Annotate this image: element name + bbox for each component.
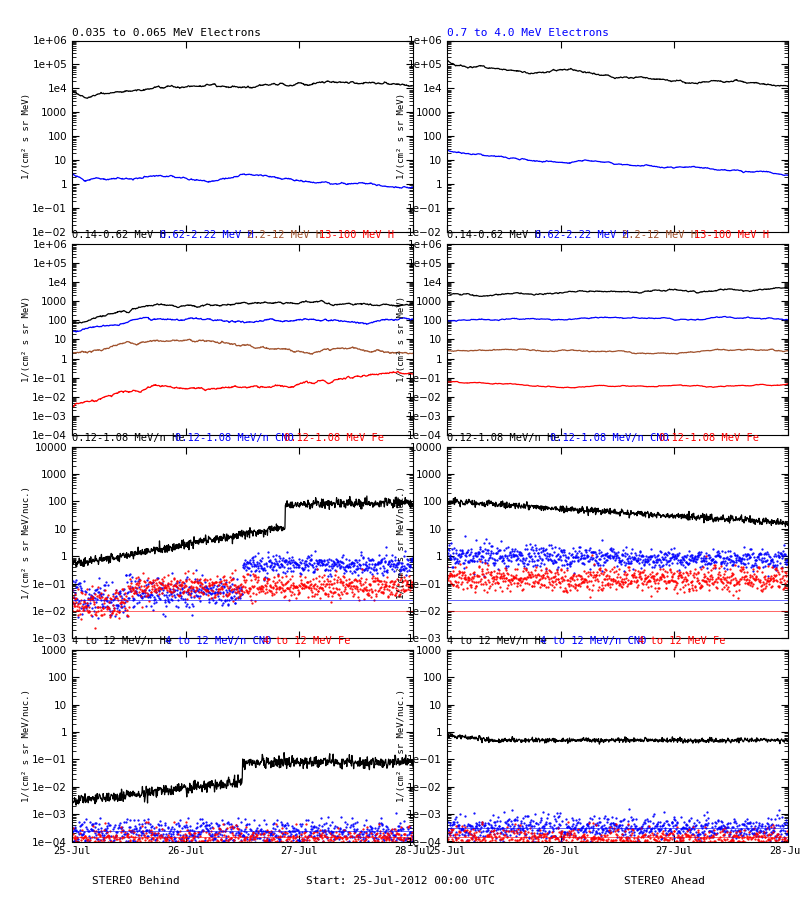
Text: STEREO Ahead: STEREO Ahead bbox=[623, 876, 705, 886]
Text: 0.14-0.62 MeV H: 0.14-0.62 MeV H bbox=[72, 230, 178, 240]
Y-axis label: 1/(cm² s sr MeV/nuc.): 1/(cm² s sr MeV/nuc.) bbox=[22, 689, 31, 802]
Text: 4 to 12 MeV/n CNO: 4 to 12 MeV/n CNO bbox=[165, 636, 283, 646]
Y-axis label: 1/(cm² s sr MeV): 1/(cm² s sr MeV) bbox=[22, 94, 31, 179]
Text: Start: 25-Jul-2012 00:00 UTC: Start: 25-Jul-2012 00:00 UTC bbox=[306, 876, 494, 886]
Y-axis label: 1/(cm² s sr MeV): 1/(cm² s sr MeV) bbox=[397, 94, 406, 179]
Text: 0.7 to 4.0 MeV Electrons: 0.7 to 4.0 MeV Electrons bbox=[447, 28, 609, 39]
Text: 4 to 12 MeV/n He: 4 to 12 MeV/n He bbox=[72, 636, 185, 646]
Text: 4 to 12 MeV Fe: 4 to 12 MeV Fe bbox=[638, 636, 738, 646]
Y-axis label: 1/(cm² s sr MeV): 1/(cm² s sr MeV) bbox=[397, 296, 406, 382]
Text: 2.2-12 MeV H: 2.2-12 MeV H bbox=[622, 230, 710, 240]
Text: 0.12-1.08 MeV/n He: 0.12-1.08 MeV/n He bbox=[447, 433, 572, 443]
Text: 2.2-12 MeV H: 2.2-12 MeV H bbox=[247, 230, 334, 240]
Text: 13-100 MeV H: 13-100 MeV H bbox=[319, 230, 406, 240]
Text: 0.62-2.22 MeV H: 0.62-2.22 MeV H bbox=[534, 230, 641, 240]
Text: 0.12-1.08 MeV/n CNO: 0.12-1.08 MeV/n CNO bbox=[550, 433, 682, 443]
Text: 4 to 12 MeV/n CNO: 4 to 12 MeV/n CNO bbox=[540, 636, 658, 646]
Text: STEREO Behind: STEREO Behind bbox=[92, 876, 180, 886]
Y-axis label: 1/(cm² s sr MeV/nuc.): 1/(cm² s sr MeV/nuc.) bbox=[397, 689, 406, 802]
Text: 0.12-1.08 MeV/n He: 0.12-1.08 MeV/n He bbox=[72, 433, 197, 443]
Text: 0.14-0.62 MeV H: 0.14-0.62 MeV H bbox=[447, 230, 554, 240]
Y-axis label: 1/(cm² s sr MeV): 1/(cm² s sr MeV) bbox=[22, 296, 31, 382]
Text: 0.12-1.08 MeV Fe: 0.12-1.08 MeV Fe bbox=[658, 433, 771, 443]
Y-axis label: 1/(cm² s sr MeV/nuc.): 1/(cm² s sr MeV/nuc.) bbox=[22, 486, 31, 599]
Text: 0.12-1.08 MeV/n CNO: 0.12-1.08 MeV/n CNO bbox=[175, 433, 306, 443]
Text: 0.035 to 0.065 MeV Electrons: 0.035 to 0.065 MeV Electrons bbox=[72, 28, 261, 39]
Text: 0.12-1.08 MeV Fe: 0.12-1.08 MeV Fe bbox=[284, 433, 396, 443]
Text: 13-100 MeV H: 13-100 MeV H bbox=[694, 230, 782, 240]
Text: 0.62-2.22 MeV H: 0.62-2.22 MeV H bbox=[160, 230, 266, 240]
Y-axis label: 1/(cm² s sr MeV/nuc.): 1/(cm² s sr MeV/nuc.) bbox=[397, 486, 406, 599]
Text: 4 to 12 MeV Fe: 4 to 12 MeV Fe bbox=[262, 636, 363, 646]
Text: 4 to 12 MeV/n He: 4 to 12 MeV/n He bbox=[447, 636, 559, 646]
